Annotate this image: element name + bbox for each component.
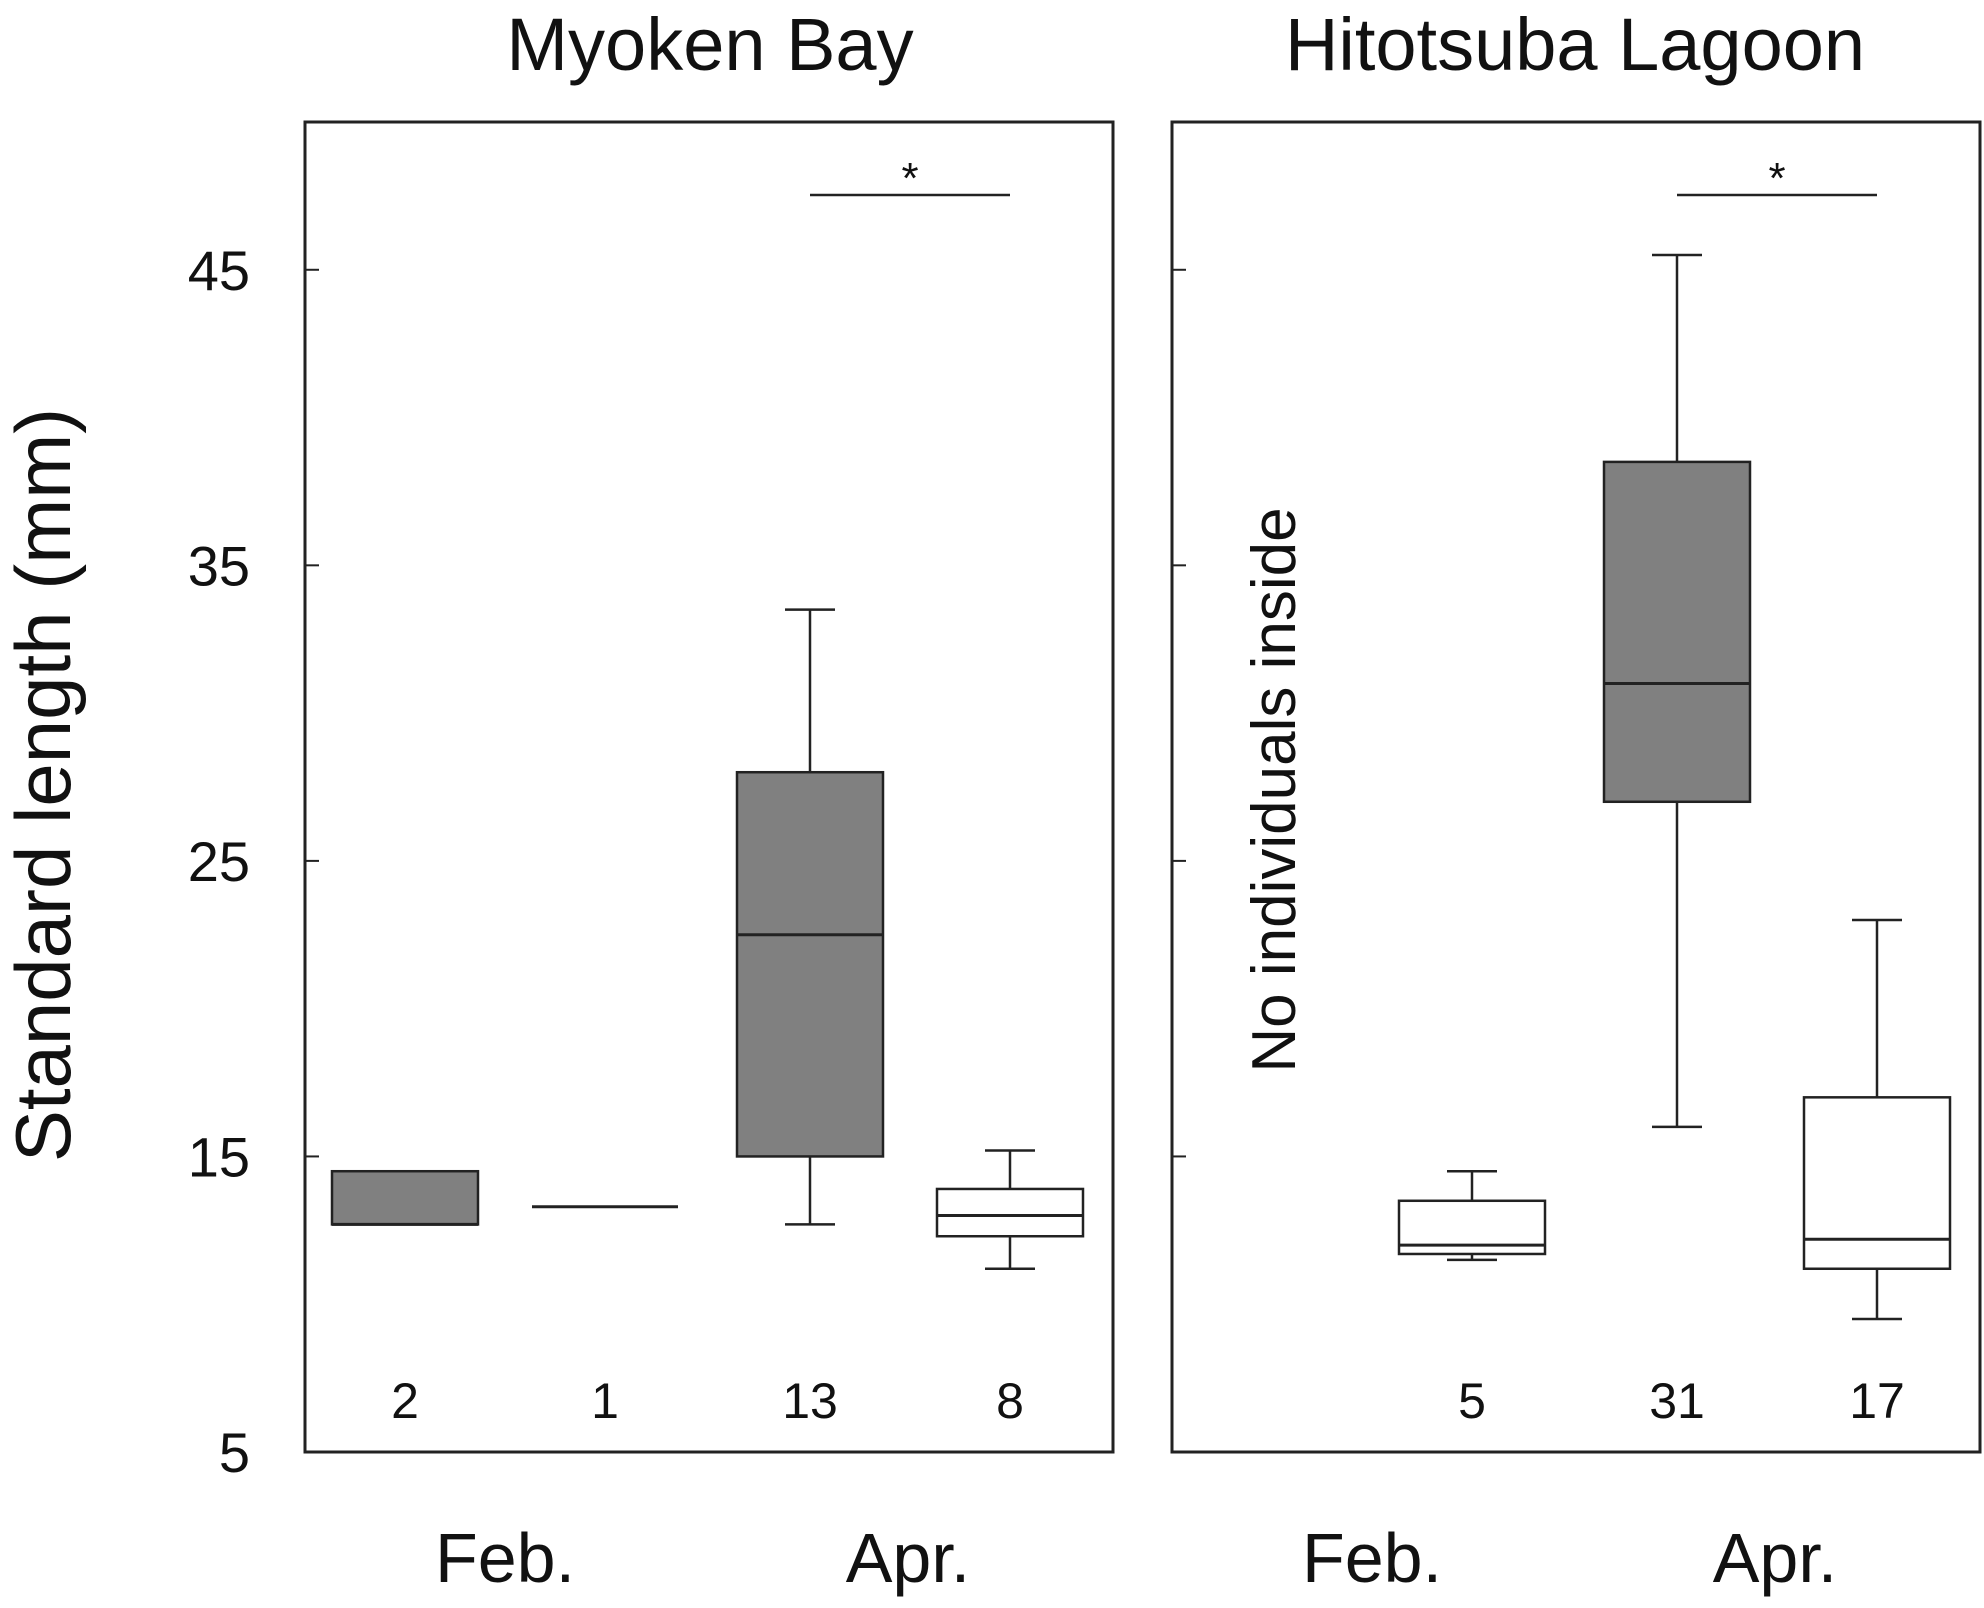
significance-group: * (810, 154, 1010, 203)
x-label-feb: Feb. (435, 1519, 575, 1597)
sample-size-label: 1 (591, 1373, 619, 1429)
significance-label: * (901, 154, 918, 203)
y-tick-label: 25 (188, 830, 250, 893)
panel-frame (1170, 120, 1982, 1454)
sample-size-label: 13 (782, 1373, 838, 1429)
box-iqr (935, 1187, 1085, 1238)
no-individuals-note: No individuals inside (1240, 507, 1309, 1072)
x-label-feb: Feb. (1302, 1519, 1442, 1597)
box-iqr (1602, 460, 1752, 804)
box-apr-3 (1802, 918, 1952, 1321)
x-label-apr: Apr. (846, 1519, 971, 1597)
panel-title: Myoken Bay (506, 3, 913, 86)
sample-size-label: 17 (1849, 1373, 1905, 1429)
sample-size-group: 5 31 17 (1458, 1373, 1905, 1429)
sample-size-label: 8 (996, 1373, 1024, 1429)
significance-group: * (1677, 154, 1877, 203)
box-group (1397, 253, 1952, 1321)
sample-size-label: 31 (1649, 1373, 1705, 1429)
panel-title: Hitotsuba Lagoon (1285, 3, 1865, 86)
box-feb-1 (1397, 1169, 1547, 1262)
y-tick-label: 45 (188, 239, 250, 302)
sample-size-label: 2 (391, 1373, 419, 1429)
panel-frame (303, 120, 1115, 1454)
y-axis-label: Standard length (mm) (0, 408, 87, 1162)
panel-hitotsuba-lagoon: Hitotsuba Lagoon * 5 31 17 No individuals … (1170, 3, 1982, 1597)
y-axis (1172, 268, 1186, 1158)
y-axis: 5 15 25 35 45 (188, 239, 319, 1484)
box-apr-2 (735, 608, 885, 1226)
box-iqr (735, 770, 885, 1158)
box-apr-2 (1602, 253, 1752, 1129)
y-tick-label: 35 (188, 534, 250, 597)
box-iqr (330, 1169, 480, 1226)
panel-myoken-bay: Myoken Bay 5 15 25 35 45 * 2 1 13 8 Feb. Apr. (188, 3, 1115, 1597)
y-tick-label: 15 (188, 1125, 250, 1188)
y-tick-label: 5 (219, 1421, 250, 1484)
significance-label: * (1768, 154, 1785, 203)
box-group (330, 608, 1085, 1271)
box-feb-0 (330, 1169, 480, 1226)
sample-size-label: 5 (1458, 1373, 1486, 1429)
x-label-apr: Apr. (1713, 1519, 1838, 1597)
sample-size-group: 2 1 13 8 (391, 1373, 1024, 1429)
box-apr-3 (935, 1149, 1085, 1271)
box-iqr (1802, 1096, 1952, 1271)
